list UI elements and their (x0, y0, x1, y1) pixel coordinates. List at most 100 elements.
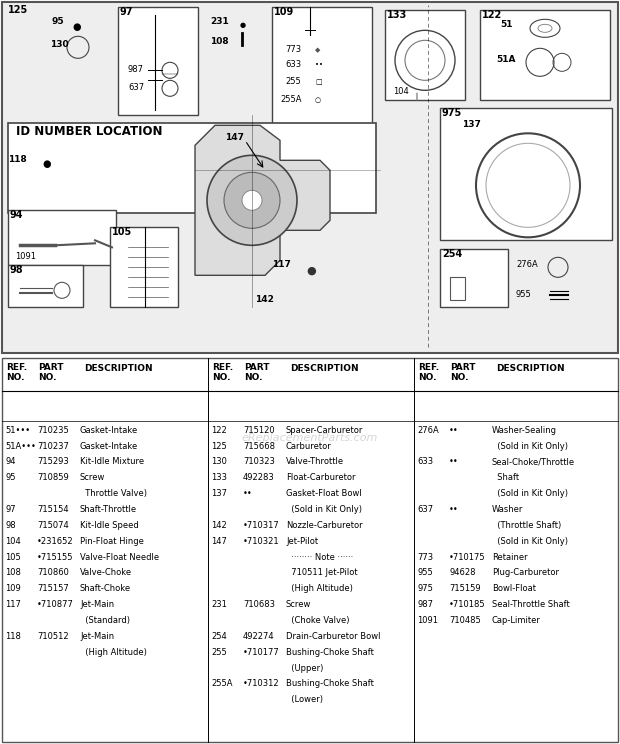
Text: 118: 118 (8, 155, 27, 164)
Text: Seal-Choke/Throttle: Seal-Choke/Throttle (492, 458, 575, 466)
Text: (Choke Valve): (Choke Valve) (286, 616, 350, 625)
Text: Float-Carburetor: Float-Carburetor (286, 473, 355, 482)
Text: 715154: 715154 (37, 505, 69, 514)
Text: 104: 104 (5, 536, 20, 545)
Text: PART: PART (450, 363, 476, 372)
Text: 109: 109 (5, 584, 20, 593)
Text: (Throttle Shaft): (Throttle Shaft) (492, 521, 561, 530)
Text: 773: 773 (417, 553, 433, 562)
Text: 987: 987 (128, 65, 144, 74)
Text: (High Altitude): (High Altitude) (286, 584, 353, 593)
Text: Valve-Throttle: Valve-Throttle (286, 458, 344, 466)
Text: ●: ● (42, 159, 50, 170)
Text: 108: 108 (5, 568, 21, 577)
Text: ••: •• (449, 458, 459, 466)
Text: Seal-Throttle Shaft: Seal-Throttle Shaft (492, 600, 570, 609)
Text: 98: 98 (10, 266, 24, 275)
Text: 95: 95 (52, 17, 64, 26)
Text: 142: 142 (255, 295, 274, 304)
Polygon shape (195, 125, 330, 275)
Text: 117: 117 (272, 260, 291, 269)
Text: (High Altitude): (High Altitude) (80, 648, 147, 657)
Text: REF.: REF. (418, 363, 439, 372)
Text: (Standard): (Standard) (80, 616, 130, 625)
Bar (440, 249, 508, 307)
Text: •710317: •710317 (243, 521, 280, 530)
Text: □: □ (315, 80, 322, 86)
Text: ◆: ◆ (315, 48, 321, 54)
Text: 955: 955 (417, 568, 433, 577)
Bar (8, 124, 376, 214)
Text: Shaft: Shaft (492, 473, 519, 482)
Text: 254: 254 (211, 632, 227, 641)
Text: 104: 104 (393, 87, 409, 96)
Text: 133: 133 (211, 473, 227, 482)
Text: •710321: •710321 (243, 536, 280, 545)
Text: •710185: •710185 (449, 600, 485, 609)
Text: 710485: 710485 (449, 616, 480, 625)
Text: ••: •• (449, 426, 459, 434)
Text: 98: 98 (5, 521, 16, 530)
Text: 710511 Jet-Pilot: 710511 Jet-Pilot (286, 568, 358, 577)
Bar (8, 211, 116, 266)
Text: 715074: 715074 (37, 521, 69, 530)
Text: 710323: 710323 (243, 458, 275, 466)
Text: 637: 637 (417, 505, 433, 514)
Text: Bowl-Float: Bowl-Float (492, 584, 536, 593)
Text: (Sold in Kit Only): (Sold in Kit Only) (286, 505, 362, 514)
Text: 710859: 710859 (37, 473, 69, 482)
Text: 51•••: 51••• (5, 426, 30, 434)
Text: 710683: 710683 (243, 600, 275, 609)
Text: 715668: 715668 (243, 441, 275, 451)
Text: ○: ○ (315, 97, 321, 103)
Circle shape (242, 190, 262, 211)
Text: Gasket-Intake: Gasket-Intake (80, 426, 138, 434)
Text: 987: 987 (417, 600, 433, 609)
Text: 492283: 492283 (243, 473, 275, 482)
Text: Kit-Idle Speed: Kit-Idle Speed (80, 521, 139, 530)
Text: •710177: •710177 (243, 648, 280, 657)
Text: Washer-Sealing: Washer-Sealing (492, 426, 557, 434)
Text: PART: PART (38, 363, 63, 372)
Text: 1091: 1091 (417, 616, 438, 625)
Text: NO.: NO. (212, 373, 231, 382)
Text: 94: 94 (5, 458, 16, 466)
Text: 97: 97 (5, 505, 16, 514)
Text: Spacer-Carburetor: Spacer-Carburetor (286, 426, 363, 434)
Text: 97: 97 (120, 7, 133, 17)
Text: 137: 137 (462, 121, 481, 129)
Text: Shaft-Choke: Shaft-Choke (80, 584, 131, 593)
Text: 710235: 710235 (37, 426, 69, 434)
Text: 255: 255 (285, 77, 301, 86)
Text: (Sold in Kit Only): (Sold in Kit Only) (492, 441, 568, 451)
Text: 975: 975 (442, 109, 463, 118)
Text: Drain-Carburetor Bowl: Drain-Carburetor Bowl (286, 632, 381, 641)
Text: 125: 125 (211, 441, 227, 451)
Text: 633: 633 (417, 458, 433, 466)
Text: 276A: 276A (417, 426, 439, 434)
Text: 715157: 715157 (37, 584, 69, 593)
Text: REF.: REF. (6, 363, 27, 372)
Text: 117: 117 (5, 600, 21, 609)
Text: REF.: REF. (212, 363, 233, 372)
Bar (480, 10, 610, 100)
Text: 130: 130 (211, 458, 227, 466)
Text: ••: •• (315, 62, 323, 68)
Text: Jet-Pilot: Jet-Pilot (286, 536, 318, 545)
Text: 109: 109 (274, 7, 294, 17)
Text: NO.: NO. (450, 373, 469, 382)
Circle shape (224, 173, 280, 228)
Text: 118: 118 (5, 632, 21, 641)
Text: 105: 105 (112, 228, 132, 237)
Text: Screw: Screw (80, 473, 105, 482)
Text: 95: 95 (5, 473, 16, 482)
Text: Valve-Float Needle: Valve-Float Needle (80, 553, 159, 562)
Text: 51A•••: 51A••• (5, 441, 36, 451)
Text: 147: 147 (211, 536, 227, 545)
Text: 975: 975 (417, 584, 433, 593)
Text: 492274: 492274 (243, 632, 275, 641)
Text: 122: 122 (482, 10, 502, 20)
Text: 51: 51 (500, 20, 513, 29)
Text: 255: 255 (211, 648, 227, 657)
Text: 276A: 276A (516, 260, 538, 269)
